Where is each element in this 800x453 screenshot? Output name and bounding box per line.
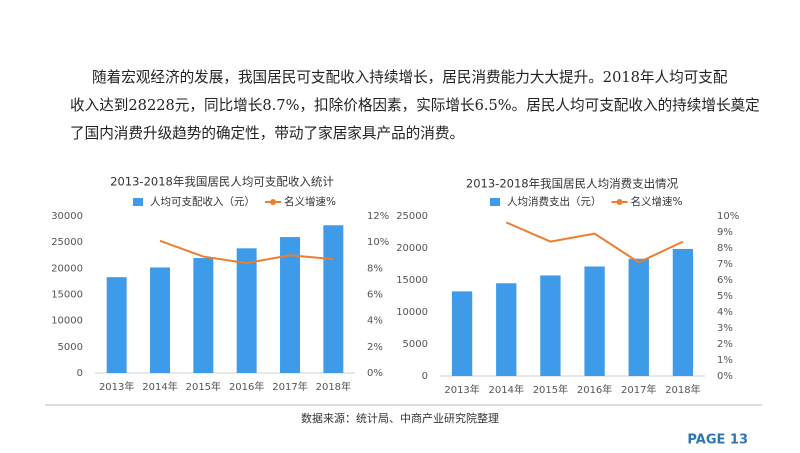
x-tick-label: 2015年 [186, 380, 221, 393]
legend-swatch [490, 198, 500, 206]
bar [150, 267, 170, 373]
x-tick-label: 2018年 [665, 383, 700, 396]
y-tick-label: 0 [77, 368, 83, 379]
line-series [159, 239, 334, 265]
x-tick-label: 2016年 [229, 380, 264, 393]
y2-tick-label: 12% [367, 211, 389, 222]
y2-tick-label: 4% [717, 307, 733, 318]
legend-label: 人均可支配收入（元） [150, 195, 255, 208]
bar [323, 225, 344, 373]
y-tick-label: 15000 [51, 290, 83, 301]
chart-title: 2013-2018年我国居民人均可支配收入统计 [110, 175, 334, 189]
bar [280, 237, 300, 373]
y-tick-label: 15000 [396, 275, 428, 286]
y2-tick-label: 10% [367, 237, 389, 248]
y2-tick-label: 8% [367, 263, 383, 274]
legend-label: 名义增速% [284, 195, 336, 208]
y2-tick-label: 0% [367, 368, 383, 379]
y2-tick-label: 6% [717, 275, 733, 286]
y2-tick-label: 2% [367, 342, 383, 353]
paragraph-line: 了国内消费升级趋势的确定性，带动了家居家具产品的消费。 [70, 125, 464, 142]
y2-tick-label: 10% [717, 211, 739, 222]
legend-label: 人均消费支出（元） [507, 195, 602, 208]
legend-swatch [133, 198, 143, 206]
line-series [505, 221, 684, 264]
bar [672, 248, 694, 376]
x-tick-label: 2014年 [489, 383, 524, 396]
bar [628, 258, 649, 376]
y-tick-label: 25000 [51, 237, 83, 248]
y-tick-label: 10000 [51, 316, 83, 327]
bar [451, 291, 473, 376]
page-number: PAGE 13 [687, 433, 748, 448]
y2-tick-label: 1% [717, 355, 733, 366]
x-tick-label: 2018年 [316, 380, 351, 393]
x-tick-label: 2017年 [621, 383, 656, 396]
y2-tick-label: 0% [717, 371, 733, 382]
bar [496, 283, 517, 376]
y-tick-label: 5000 [403, 339, 428, 350]
y-tick-label: 5000 [58, 342, 83, 353]
x-tick-label: 2013年 [99, 380, 134, 393]
source-note: 数据来源：统计局、中商产业研究院整理 [301, 411, 499, 425]
bar [584, 266, 605, 376]
bar [193, 258, 214, 373]
x-tick-label: 2013年 [444, 383, 479, 396]
paragraph-line: 随着宏观经济的发展，我国居民可支配收入持续增长，居民消费能力大大提升。2018年… [92, 69, 728, 86]
bar [236, 248, 257, 373]
y-tick-label: 20000 [51, 263, 83, 274]
y2-tick-label: 5% [717, 291, 733, 302]
x-tick-label: 2017年 [272, 380, 307, 393]
y-tick-label: 20000 [396, 243, 428, 254]
legend-swatch [616, 199, 623, 205]
legend-label: 名义增速% [631, 195, 683, 208]
y2-tick-label: 9% [717, 227, 733, 238]
y2-tick-label: 2% [717, 339, 733, 350]
paragraph-line: 收入达到28228元，同比增长8.7%，扣除价格因素，实际增长6.5%。居民人均… [70, 97, 760, 114]
y-tick-label: 0 [422, 371, 428, 382]
y2-tick-label: 7% [717, 259, 733, 270]
x-tick-label: 2015年 [533, 383, 568, 396]
y2-tick-label: 8% [717, 243, 733, 254]
y-tick-label: 30000 [51, 211, 83, 222]
x-tick-label: 2014年 [142, 380, 177, 393]
x-tick-label: 2016年 [577, 383, 612, 396]
bar [106, 277, 127, 373]
y-tick-label: 25000 [396, 211, 428, 222]
chart-title: 2013-2018年我国居民人均消费支出情况 [466, 177, 679, 191]
y2-tick-label: 3% [717, 323, 733, 334]
y2-tick-label: 6% [367, 290, 383, 301]
y-tick-label: 10000 [396, 307, 428, 318]
bar [540, 275, 561, 376]
y2-tick-label: 4% [367, 316, 383, 327]
legend-swatch [270, 199, 276, 205]
